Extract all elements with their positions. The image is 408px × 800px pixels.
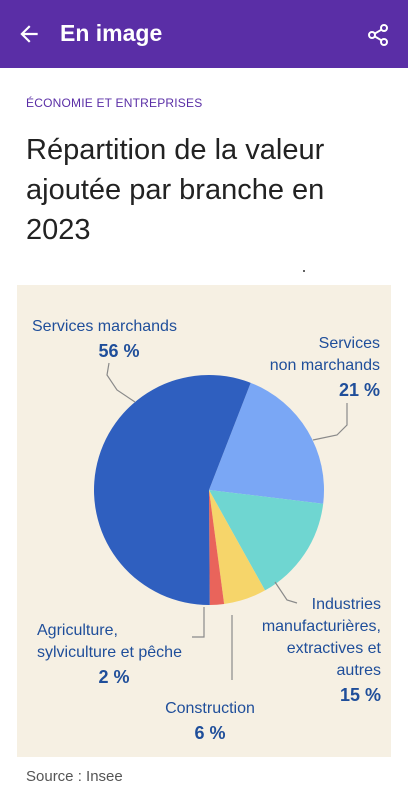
pie-slice-services-marchands	[93, 375, 251, 605]
slice-label: manufacturières,	[262, 618, 381, 635]
slice-label: Services	[319, 335, 380, 352]
pie-slice-construction	[209, 490, 266, 605]
slice-value-label: 6 %	[194, 723, 225, 743]
pie-chart: Services marchands 56 % Services non marcha…	[32, 318, 382, 743]
pie-label-group: Services non marchands 21 %	[270, 335, 380, 441]
slice-label: Construction	[165, 700, 255, 717]
pie-slice-services-non-marchands	[209, 382, 325, 504]
slice-label: non marchands	[270, 357, 380, 374]
pie-label-group: Industries manufacturières, extractives et…	[262, 581, 382, 705]
slice-label: sylviculture et pêche	[37, 644, 182, 661]
slice-label: extractives et	[287, 640, 382, 657]
slice-value-label: 15 %	[340, 685, 381, 705]
slice-label: Industries	[312, 596, 381, 613]
article-category[interactable]: ÉCONOMIE ET ENTREPRISES	[26, 96, 203, 110]
leader-line	[274, 581, 298, 604]
leader-line	[192, 607, 205, 638]
slice-label: Agriculture,	[37, 622, 118, 639]
slice-value-label: 56 %	[98, 341, 139, 361]
slice-value-label: 21 %	[339, 380, 380, 400]
slice-value-label: 2 %	[98, 667, 129, 687]
pie-slice-industries-manufacturi-res-extractives-et-autres	[209, 490, 324, 591]
pie-label-group: Services marchands 56 %	[32, 318, 177, 403]
arrow-left-icon[interactable]	[16, 21, 42, 47]
chart-figure: Services marchands 56 % Services non marcha…	[17, 285, 391, 757]
share-icon[interactable]	[366, 22, 390, 48]
decorative-dot	[303, 270, 305, 272]
slice-label: Services marchands	[32, 318, 177, 335]
article-title: Répartition de la valeur ajoutée par bra…	[26, 134, 325, 246]
slice-label: autres	[337, 662, 381, 679]
leader-line	[106, 362, 136, 403]
pie-label-group: Agriculture, sylviculture et pêche 2 %	[37, 607, 205, 687]
leader-line	[312, 403, 348, 441]
pie-slice-agriculture-sylviculture-et-p-che	[209, 490, 225, 605]
pie-label-group: Construction 6 %	[165, 615, 255, 743]
source-credit: Source : Insee	[26, 768, 123, 785]
app-bar: En image	[0, 0, 408, 68]
app-bar-title: En image	[60, 20, 163, 46]
